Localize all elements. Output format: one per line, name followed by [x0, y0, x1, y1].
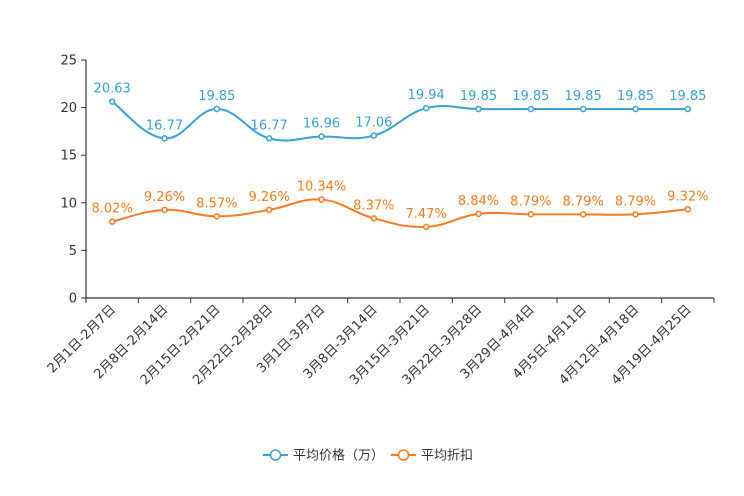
data-point[interactable]	[108, 98, 116, 105]
data-label: 16.77	[251, 118, 288, 133]
data-point[interactable]	[475, 210, 482, 218]
data-label: 8.57%	[196, 196, 237, 211]
data-point[interactable]	[318, 196, 325, 203]
y-tick-label: 25	[60, 54, 77, 69]
data-label: 19.85	[565, 89, 602, 104]
data-label: 16.77	[146, 118, 183, 133]
data-point[interactable]	[161, 135, 168, 142]
data-label: 19.85	[512, 89, 549, 104]
series-line	[111, 198, 688, 228]
data-point[interactable]	[684, 105, 692, 113]
data-point[interactable]	[475, 105, 482, 113]
data-point[interactable]	[632, 105, 639, 113]
data-label: 10.34%	[297, 180, 347, 195]
data-point[interactable]	[684, 206, 692, 213]
data-point[interactable]	[579, 211, 587, 218]
series-line	[111, 100, 688, 142]
data-point[interactable]	[527, 211, 535, 218]
data-point[interactable]	[579, 105, 587, 113]
series-layer: 20.63 16.77 19.85 16.77 16.96 17.06 19.94 19.85…	[92, 82, 708, 231]
data-point[interactable]	[632, 211, 639, 218]
y-tick-label: 5	[69, 244, 77, 259]
data-point[interactable]	[161, 206, 168, 214]
data-label: 9.26%	[144, 190, 185, 205]
data-label: 19.85	[460, 89, 497, 104]
y-tick-label: 15	[60, 149, 77, 164]
legend-label: 平均价格（万）	[293, 448, 384, 464]
data-label: 19.94	[408, 88, 445, 103]
series-1: 20.63 16.77 19.85 16.77 16.96 17.06 19.94 19.85…	[94, 82, 706, 142]
y-tick-label: 10	[60, 196, 77, 211]
data-point[interactable]	[318, 133, 325, 140]
legend[interactable]: 平均价格（万） 平均折扣	[263, 448, 473, 464]
data-point[interactable]	[213, 213, 221, 220]
data-label: 20.63	[94, 82, 131, 97]
data-label: 8.79%	[563, 194, 604, 209]
data-point[interactable]	[265, 135, 273, 142]
data-label: 19.85	[198, 89, 235, 104]
data-label: 8.02%	[92, 202, 133, 217]
data-label: 8.84%	[458, 194, 499, 209]
data-label: 19.85	[617, 89, 654, 104]
data-label: 19.85	[669, 89, 706, 104]
series-2: 8.02% 9.26% 8.57% 9.26% 10.34% 8.37% 7.47% 8.84…	[92, 180, 708, 231]
data-label: 9.26%	[249, 190, 290, 205]
data-point[interactable]	[422, 104, 430, 112]
data-label: 17.06	[355, 116, 392, 131]
legend-swatch-marker	[269, 449, 282, 461]
data-point[interactable]	[527, 105, 535, 113]
data-point[interactable]	[370, 132, 378, 139]
data-point[interactable]	[370, 215, 378, 222]
data-point[interactable]	[265, 206, 273, 214]
data-label: 7.47%	[406, 207, 447, 222]
data-label: 9.32%	[667, 189, 708, 204]
y-tick-label: 0	[69, 292, 77, 307]
legend-swatch-marker	[397, 449, 410, 461]
data-point[interactable]	[108, 218, 116, 225]
legend-item-1[interactable]: 平均价格（万）	[263, 448, 384, 464]
data-point[interactable]	[422, 223, 430, 231]
data-label: 8.79%	[615, 194, 656, 209]
y-tick-label: 20	[60, 101, 77, 116]
data-label: 16.96	[303, 117, 340, 132]
data-label: 8.37%	[353, 198, 394, 213]
data-label: 8.79%	[510, 194, 551, 209]
data-point[interactable]	[213, 105, 221, 113]
legend-item-2[interactable]: 平均折扣	[391, 449, 473, 464]
legend-label: 平均折扣	[421, 449, 473, 464]
